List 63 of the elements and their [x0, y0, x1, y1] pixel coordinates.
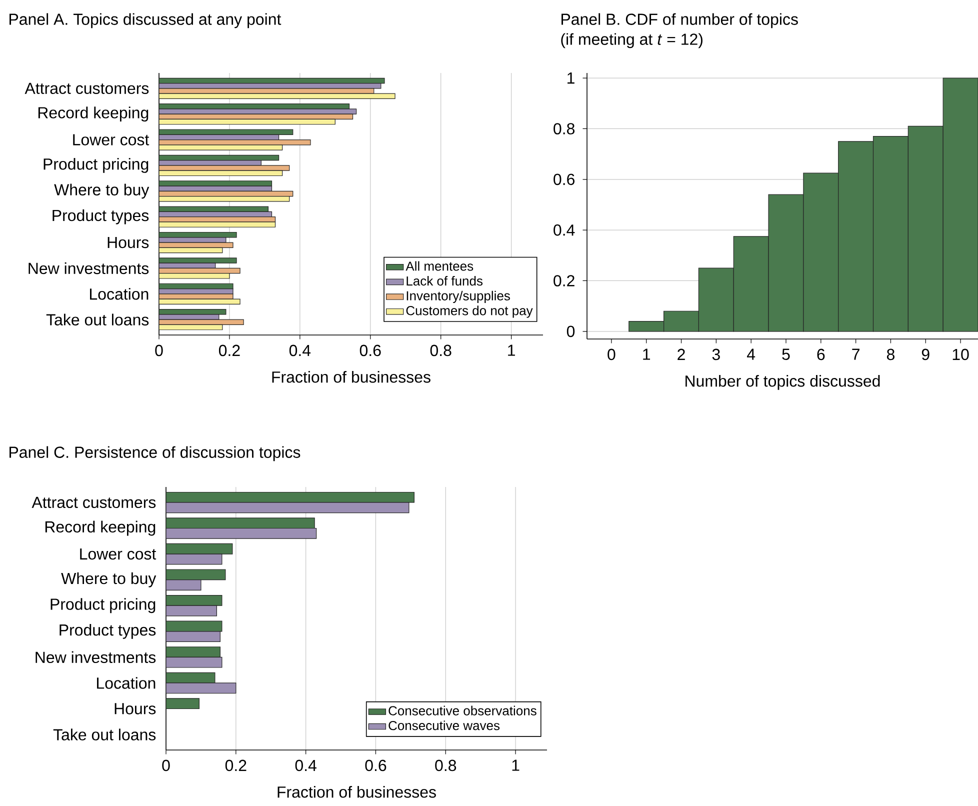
x-tick-label: 0.6 [365, 760, 386, 772]
y-tick-label: Product types [52, 209, 149, 224]
x-tick-label: 6 [817, 348, 825, 360]
legend-label: All mentees [406, 261, 474, 271]
x-tick-label: 1 [508, 344, 515, 356]
y-tick-label: New investments [36, 651, 156, 664]
y-tick-label: Attract customers [32, 496, 156, 508]
chart-subtitle: (if meeting at t = 12) [561, 33, 702, 48]
x-tick-label: 5 [782, 348, 790, 360]
y-tick-label: 0.6 [554, 174, 574, 186]
legend-label: Inventory/supplies [406, 290, 510, 303]
bar [159, 206, 269, 212]
x-tick-label: 8 [886, 348, 894, 360]
x-tick-label: 0.2 [225, 760, 246, 772]
chart-title: Panel A. Topics discussed at any point [10, 13, 282, 28]
legend-label: Lack of funds [406, 276, 483, 286]
x-axis-title: Fraction of businesses [278, 786, 436, 798]
legend-label: Consecutive waves [388, 720, 500, 730]
y-tick-label: Hours [114, 703, 156, 714]
y-tick-label: Product pricing [50, 598, 156, 614]
x-tick-label: 0.2 [218, 344, 240, 356]
x-tick-label: 2 [678, 348, 685, 360]
legend-label: Consecutive observations [388, 706, 536, 716]
y-tick-label: Product pricing [44, 158, 148, 173]
x-tick-label: 0 [162, 760, 170, 772]
x-tick-label: 4 [746, 348, 756, 360]
x-tick-label: 0.8 [435, 760, 456, 772]
x-tick-label: 7 [852, 348, 860, 360]
chart-title: Panel C. Persistence of discussion topics [10, 446, 300, 462]
x-tick-label: 0 [608, 348, 616, 360]
y-tick-label: Location [90, 288, 148, 300]
y-tick-label: Record keeping [45, 520, 156, 536]
y-tick-label: Lower cost [80, 548, 156, 560]
x-tick-label: 0.6 [360, 344, 381, 356]
y-tick-label: Attract customers [24, 82, 149, 94]
legend-label: Customers do not pay [406, 306, 533, 318]
y-tick-label: 0.2 [554, 275, 574, 286]
y-tick-label: Where to buy [54, 184, 150, 199]
bar [166, 698, 200, 710]
y-tick-label: 0.8 [554, 123, 575, 134]
y-tick-label: Where to buy [61, 572, 156, 588]
y-tick-label: Take out loans [46, 314, 149, 326]
y-tick-label: New investments [28, 262, 149, 274]
y-tick-label: 0 [566, 326, 575, 338]
x-axis-title: Number of topics discussed [686, 374, 880, 390]
y-tick-label: Product types [60, 624, 156, 639]
y-tick-label: 1 [568, 72, 574, 84]
x-tick-label: 0.4 [289, 344, 311, 356]
x-tick-label: 3 [712, 348, 720, 360]
y-tick-label: Record keeping [38, 106, 148, 122]
y-tick-label: Take out loans [53, 728, 156, 740]
x-tick-label: 0.8 [430, 344, 452, 356]
x-tick-label: 10 [952, 348, 969, 360]
y-tick-label: Lower cost [73, 134, 150, 146]
chart-title: Panel B. CDF of number of topics [562, 13, 798, 28]
x-axis-title: Fraction of businesses [272, 371, 430, 383]
x-tick-label: 0.4 [295, 760, 316, 772]
y-tick-label: Location [97, 677, 156, 689]
y-tick-label: Hours [108, 236, 149, 248]
x-tick-label: 9 [922, 348, 930, 360]
x-tick-label: 1 [512, 760, 520, 771]
x-tick-label: 1 [643, 348, 650, 360]
y-tick-label: 0.4 [554, 224, 575, 236]
